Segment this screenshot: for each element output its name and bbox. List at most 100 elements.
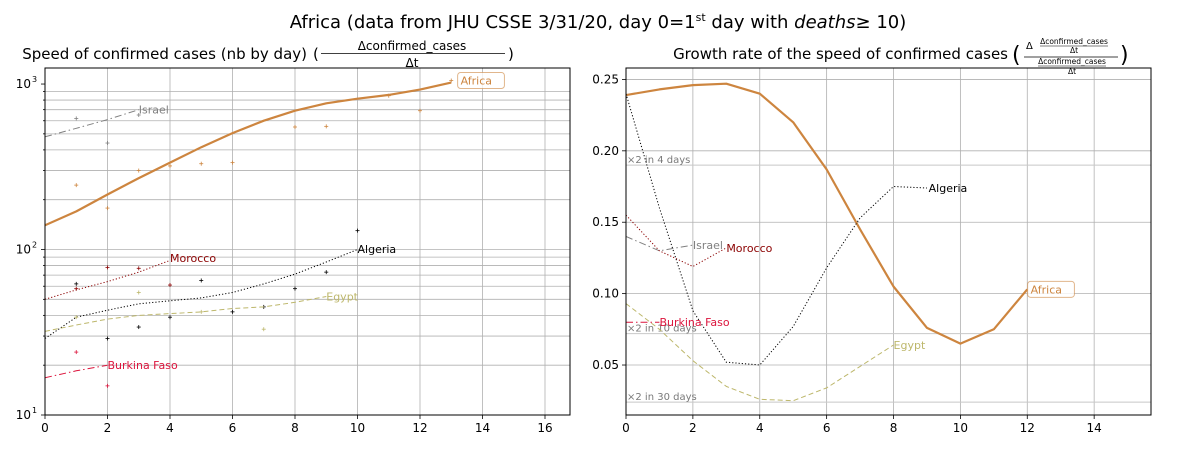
right-y-tick-label: 0.05	[592, 358, 619, 372]
left-series-africa-point	[105, 206, 110, 211]
left-x-tick-label: 6	[229, 421, 237, 435]
left-x-tick-label: 4	[166, 421, 174, 435]
right-series-morocco-line	[626, 214, 727, 267]
left-series-egypt-line	[45, 296, 327, 332]
right-x-tick-label: 10	[953, 421, 968, 435]
left-series-israel-line	[45, 109, 139, 138]
right-label-algeria: Algeria	[929, 182, 968, 195]
right-title-den-den: Δt	[1068, 67, 1076, 76]
left-title-numerator: Δconfirmed_cases	[358, 39, 467, 53]
left-series-africa-point	[168, 163, 172, 168]
left-series-algeria-point	[355, 228, 360, 233]
left-series-layer	[45, 78, 454, 388]
right-title-inner-den: Δt	[1070, 46, 1078, 55]
left-series-africa-point	[449, 78, 454, 83]
left-chart-title-text: Speed of confirmed cases (nb by day)	[22, 45, 307, 63]
right-grid	[625, 68, 1151, 415]
left-series-israel-point	[74, 116, 79, 121]
left-title-paren-open: (	[313, 45, 319, 63]
left-label-box-africa	[457, 72, 505, 90]
left-x-tick-label: 10	[350, 421, 365, 435]
right-x-tick-label: 14	[1087, 421, 1102, 435]
left-series-egypt-point	[136, 290, 141, 295]
left-label-algeria: Algeria	[358, 243, 397, 256]
left-series-egypt-point	[199, 309, 204, 314]
left-series-israel-point	[136, 112, 141, 117]
left-series-egypt-point	[74, 315, 79, 320]
right-chart-title-text: Growth rate of the speed of confirmed ca…	[673, 45, 1008, 63]
left-series-algeria-point	[136, 325, 141, 330]
left-chart-title: Speed of confirmed cases (nb by day) ( Δ…	[22, 39, 514, 70]
right-x-tick-label: 2	[689, 421, 697, 435]
left-series-algeria-point	[199, 278, 204, 283]
left-x-tick-label: 8	[291, 421, 299, 435]
right-x-tick-label: 6	[823, 421, 831, 435]
left-series-burkina-faso-point	[74, 350, 79, 355]
left-series-morocco-line	[45, 259, 171, 300]
right-x-tick-label: 12	[1020, 421, 1035, 435]
right-label-box-africa	[1027, 280, 1075, 298]
right-title-den-num: Δconfirmed_cases	[1038, 57, 1106, 66]
left-series-algeria-point	[293, 286, 297, 291]
right-x-tick-label: 4	[756, 421, 764, 435]
left-series-africa-point	[230, 160, 235, 165]
left-series-africa-point	[74, 183, 79, 188]
right-y-tick-label: 0.15	[592, 215, 619, 229]
right-label-israel: Israel	[693, 239, 723, 252]
left-series-israel-point	[105, 141, 110, 146]
right-chart-plot-area: 0 2 4 6 8 10 12 14 0.05 0.10 0.15 0.20 0.25 ×2 in 4 d…	[592, 67, 1152, 435]
left-y-tick-label: 10	[16, 243, 31, 257]
left-title-denominator: Δt	[406, 56, 419, 70]
right-y-tick-label: 0.10	[592, 287, 619, 301]
right-label-egypt: Egypt	[894, 339, 926, 352]
right-series-israel-line	[626, 236, 693, 252]
left-series-burkina-faso-line	[45, 364, 108, 379]
left-label-africa: Africa	[461, 75, 492, 88]
right-reference-label: ×2 in 10 days	[627, 324, 697, 335]
right-label-morocco: Morocco	[726, 242, 772, 255]
left-series-algeria-point	[230, 309, 235, 314]
left-x-tick-label: 12	[412, 421, 427, 435]
left-axes-frame	[44, 67, 571, 416]
left-series-algeria-line	[45, 249, 358, 339]
left-y-tick-exponent: 1	[32, 406, 37, 415]
right-x-tick-label: 0	[622, 421, 630, 435]
right-title-inner-num: Δconfirmed_cases	[1040, 37, 1108, 46]
left-y-tick-label: 10	[16, 408, 31, 422]
right-series-algeria-line	[626, 93, 928, 366]
left-series-burkina-faso-point	[105, 383, 110, 388]
right-y-tick-label: 0.20	[592, 144, 619, 158]
left-label-burkina-faso: Burkina Faso	[108, 359, 178, 372]
right-title-paren-open: (	[1012, 43, 1021, 68]
left-series-africa-point	[293, 125, 297, 130]
left-series-africa-point	[418, 108, 422, 113]
left-series-morocco-point	[105, 265, 110, 270]
right-series-africa-line	[626, 82, 1029, 345]
left-y-tick-exponent: 3	[32, 75, 37, 84]
left-series-africa-line	[45, 81, 452, 227]
right-x-tick-label: 8	[890, 421, 898, 435]
left-x-tick-label: 16	[537, 421, 552, 435]
right-y-tick-label: 0.25	[592, 72, 619, 86]
right-axes-frame	[625, 67, 1152, 416]
left-series-africa-point	[199, 161, 204, 166]
left-series-africa-point	[136, 168, 141, 173]
left-title-paren-close: )	[508, 45, 514, 63]
left-label-israel: Israel	[139, 104, 169, 117]
figure-title: Africa (data from JHU CSSE 3/31/20, day …	[290, 11, 907, 33]
left-series-morocco-point	[136, 266, 141, 271]
right-label-burkina-faso: Burkina Faso	[659, 316, 729, 329]
right-series-egypt-line	[626, 303, 894, 402]
right-series-layer	[626, 82, 1029, 402]
left-x-tick-label: 14	[475, 421, 490, 435]
left-label-egypt: Egypt	[326, 291, 358, 304]
right-title-paren-close: )	[1120, 43, 1129, 68]
left-series-morocco-point	[74, 286, 79, 291]
left-series-egypt-point	[261, 327, 266, 332]
right-title-delta: Δ	[1026, 41, 1033, 52]
left-y-tick-exponent: 2	[32, 241, 37, 250]
left-series-algeria-point	[105, 336, 110, 341]
left-x-tick-label: 2	[104, 421, 112, 435]
